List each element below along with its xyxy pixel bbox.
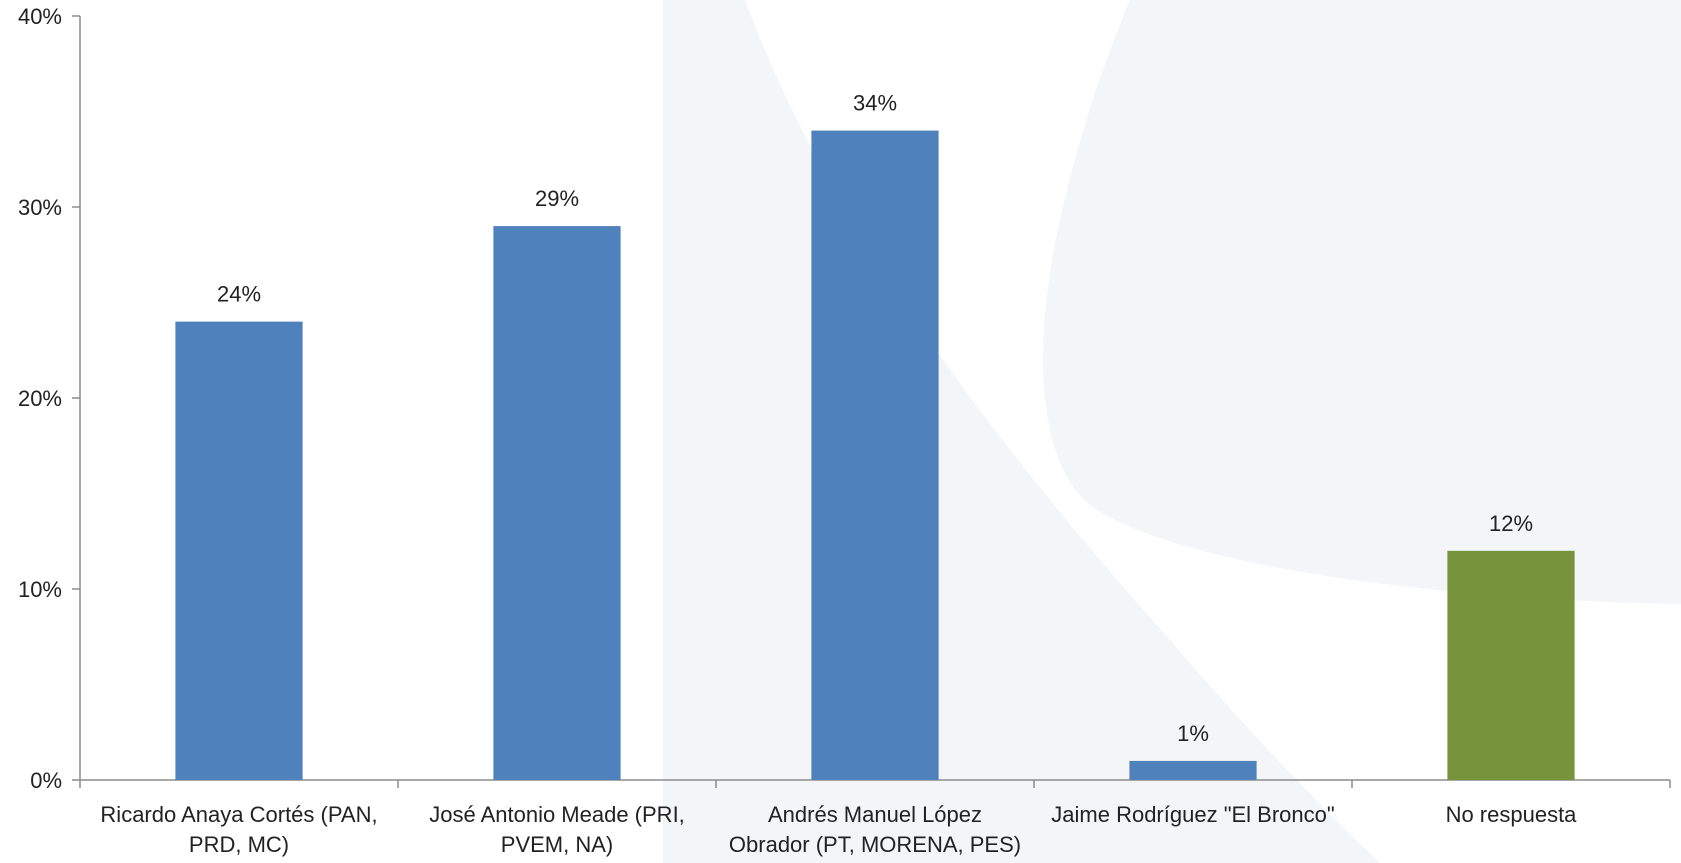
x-category-label-line: No respuesta: [1446, 802, 1578, 827]
bar: [493, 226, 621, 781]
x-category-label: José Antonio Meade (PRI, PVEM, NA): [429, 802, 685, 857]
x-category-label: Ricardo Anaya Cortés (PAN, PRD, MC): [100, 802, 377, 857]
x-category-label-line: Obrador (PT, MORENA, PES): [729, 832, 1021, 857]
labels: 0% 10% 20% 30% 40% 24% Ricardo Anaya Cortés (P…: [18, 4, 1577, 857]
x-category-label-line: PVEM, NA): [501, 832, 613, 857]
x-category-label-line: Jaime Rodríguez "El Bronco": [1051, 802, 1334, 827]
data-label: 34%: [853, 91, 897, 116]
data-label: 29%: [535, 186, 579, 211]
bar: [1129, 760, 1257, 780]
x-category-label-line: José Antonio Meade (PRI,: [429, 802, 685, 827]
bar: [175, 321, 303, 780]
bar: [811, 130, 939, 781]
data-label: 24%: [217, 282, 261, 307]
x-category-label-line: Ricardo Anaya Cortés (PAN,: [100, 802, 377, 827]
data-label: 1%: [1177, 721, 1209, 746]
x-category-label-line: Andrés Manuel López: [768, 802, 982, 827]
bar: [1447, 550, 1575, 780]
x-category-label: Andrés Manuel López Obrador (PT, MORENA, …: [729, 802, 1021, 857]
background-leaf-shape: [1043, 0, 1681, 604]
data-label: 12%: [1489, 511, 1533, 536]
y-tick-label: 30%: [18, 195, 62, 220]
x-category-label: Jaime Rodríguez "El Bronco": [1051, 802, 1334, 827]
y-tick-label: 10%: [18, 577, 62, 602]
x-category-label-line: PRD, MC): [189, 832, 289, 857]
y-tick-label: 40%: [18, 4, 62, 29]
y-tick-label: 20%: [18, 386, 62, 411]
bars: [175, 130, 1575, 781]
y-tick-label: 0%: [30, 768, 62, 793]
x-category-label: No respuesta: [1446, 802, 1578, 827]
